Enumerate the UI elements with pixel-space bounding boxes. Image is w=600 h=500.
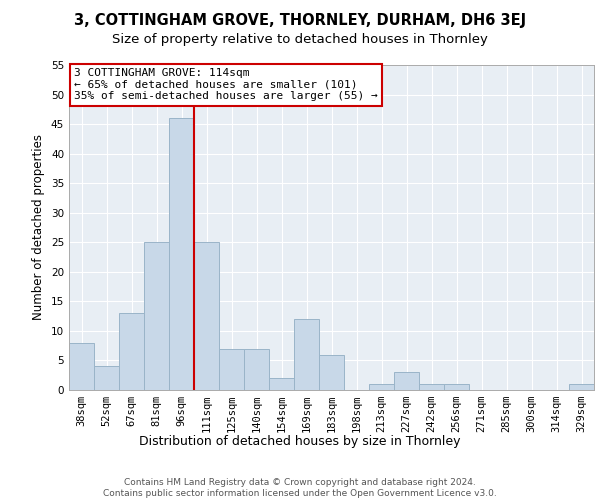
Bar: [269, 378, 294, 390]
Bar: [194, 242, 219, 390]
Bar: [419, 384, 444, 390]
Bar: [144, 242, 169, 390]
Bar: [444, 384, 469, 390]
Text: 3 COTTINGHAM GROVE: 114sqm
← 65% of detached houses are smaller (101)
35% of sem: 3 COTTINGHAM GROVE: 114sqm ← 65% of deta…: [74, 68, 378, 102]
Bar: [394, 372, 419, 390]
Bar: [244, 348, 269, 390]
Bar: [219, 348, 244, 390]
Bar: [69, 342, 94, 390]
Bar: [119, 313, 144, 390]
Bar: [294, 319, 319, 390]
Bar: [369, 384, 394, 390]
Bar: [94, 366, 119, 390]
Text: Contains HM Land Registry data © Crown copyright and database right 2024.
Contai: Contains HM Land Registry data © Crown c…: [103, 478, 497, 498]
Text: 3, COTTINGHAM GROVE, THORNLEY, DURHAM, DH6 3EJ: 3, COTTINGHAM GROVE, THORNLEY, DURHAM, D…: [74, 12, 526, 28]
Y-axis label: Number of detached properties: Number of detached properties: [32, 134, 46, 320]
Text: Distribution of detached houses by size in Thornley: Distribution of detached houses by size …: [139, 435, 461, 448]
Bar: [569, 384, 594, 390]
Bar: [319, 354, 344, 390]
Bar: [169, 118, 194, 390]
Text: Size of property relative to detached houses in Thornley: Size of property relative to detached ho…: [112, 32, 488, 46]
